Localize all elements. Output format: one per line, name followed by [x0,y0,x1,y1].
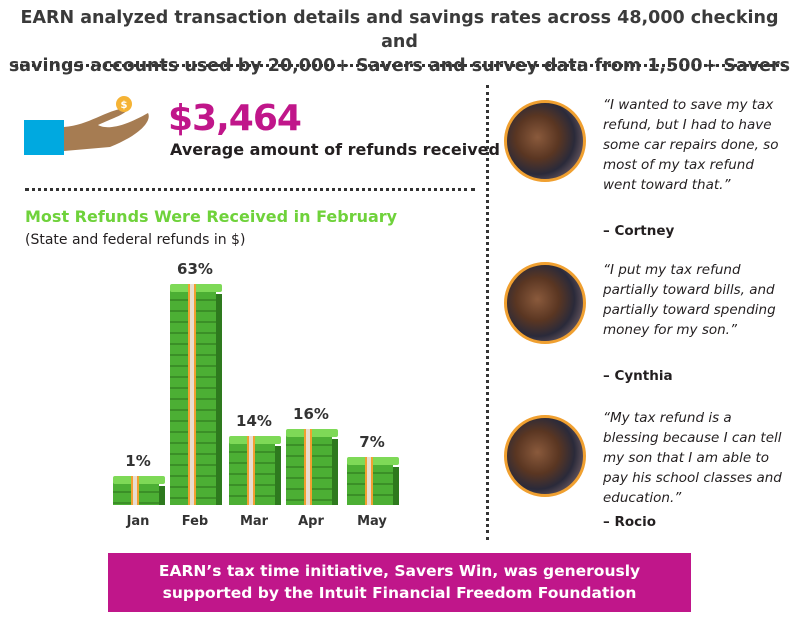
bar-may [347,457,399,505]
x-tick-may: May [357,514,387,529]
author-cynthia: – Cynthia [603,368,673,384]
chart-title: Most Refunds Were Received in February [25,207,398,226]
photo-cortney [504,100,586,182]
x-tick-mar: Mar [239,514,269,529]
hand-coin-icon: $ [24,96,149,155]
header-line-1: EARN analyzed transaction details and sa… [20,8,779,52]
bar-apr [286,429,338,505]
bar-mar [229,435,281,505]
author-rocio: – Rocio [603,514,657,530]
divider-vertical [486,85,489,540]
banner-line-2: supported by the Intuit Financial Freedo… [162,584,637,602]
author-cortney: – Cortney [603,223,675,239]
svg-text:$: $ [121,100,128,111]
average-refund-amount: $3,464 [168,98,302,139]
x-tick-apr: Apr [298,514,324,529]
photo-cynthia [504,262,586,344]
quote-rocio: “My tax refund is a blessing because I c… [603,410,782,506]
data-label-may: 7% [359,433,385,452]
photo-rocio [504,415,586,497]
quote-cynthia: “I put my tax refund partially toward bi… [603,262,776,338]
header-text: EARN analyzed transaction details and sa… [0,6,799,78]
bar-jan [113,475,165,505]
data-label-mar: 14% [236,411,272,430]
data-label-jan: 1% [125,451,151,470]
x-tick-feb: Feb [181,514,209,529]
data-label-feb: 63% [177,259,213,278]
bar-feb [170,283,222,505]
chart-subtitle: (State and federal refunds in $) [25,232,246,248]
sponsor-banner: EARN’s tax time initiative, Savers Win, … [108,553,691,612]
banner-line-1: EARN’s tax time initiative, Savers Win, … [158,562,641,580]
divider-left [25,188,475,191]
average-refund-label: Average amount of refunds received [170,140,500,159]
x-tick-jan: Jan [126,514,150,529]
data-label-apr: 16% [293,405,329,424]
quote-cortney: “I wanted to save my tax refund, but I h… [603,97,779,193]
divider-top [15,64,785,67]
